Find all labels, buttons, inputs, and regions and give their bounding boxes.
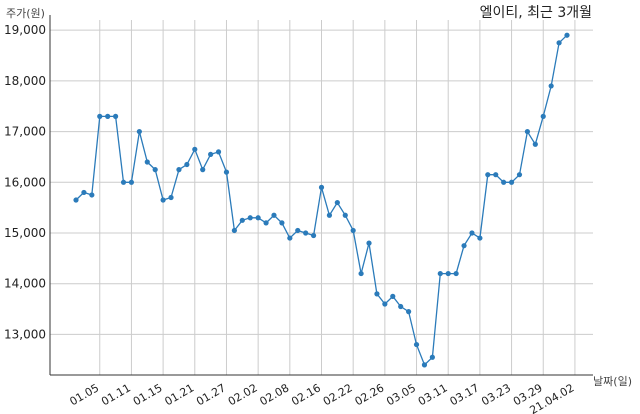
data-point — [406, 309, 412, 315]
data-point — [445, 270, 451, 277]
data-point — [223, 169, 230, 175]
data-point — [429, 354, 435, 360]
data-point — [128, 179, 135, 185]
x-tick-label: 03.11 — [416, 381, 450, 408]
data-point — [540, 113, 546, 119]
data-point — [136, 128, 142, 135]
x-axis-label: 날짜(일) — [593, 374, 632, 388]
x-tick-label: 02.22 — [321, 381, 355, 408]
data-point — [215, 149, 222, 155]
data-point — [516, 172, 523, 178]
data-point — [295, 227, 301, 234]
data-point — [342, 212, 348, 218]
x-tick-label: 03.05 — [384, 381, 418, 408]
data-point — [366, 240, 372, 246]
data-point — [477, 235, 483, 241]
x-tick-label: 03.17 — [448, 381, 482, 408]
data-point — [350, 227, 356, 234]
y-tick-label: 15,000 — [4, 226, 46, 240]
data-point — [303, 230, 309, 236]
data-point — [184, 161, 190, 168]
data-point — [176, 167, 182, 173]
data-point — [263, 220, 269, 226]
data-point — [231, 227, 237, 234]
x-tick-label: 02.16 — [289, 381, 323, 408]
data-point — [532, 141, 538, 147]
data-point — [287, 235, 293, 241]
x-tick-label: 01.05 — [67, 381, 101, 408]
data-point — [73, 197, 79, 203]
data-point — [461, 243, 467, 249]
data-point — [382, 301, 388, 307]
data-point — [524, 128, 531, 135]
data-point — [548, 83, 554, 89]
data-point — [255, 215, 261, 221]
data-point — [208, 151, 214, 157]
data-point — [334, 199, 340, 206]
y-tick-label: 18,000 — [4, 74, 46, 88]
data-point — [326, 212, 333, 218]
data-point — [374, 291, 380, 297]
data-points — [73, 32, 570, 368]
data-point — [501, 179, 507, 185]
x-tick-label: 01.11 — [99, 381, 133, 408]
data-point — [144, 159, 150, 165]
data-point — [421, 362, 428, 368]
data-point — [358, 270, 364, 277]
data-point — [112, 113, 119, 119]
data-point — [437, 270, 443, 277]
data-point — [279, 220, 285, 226]
y-tick-label: 14,000 — [4, 277, 46, 291]
data-point — [152, 167, 158, 173]
data-point — [89, 192, 95, 198]
data-point — [556, 40, 562, 46]
data-point — [192, 146, 198, 152]
data-point — [239, 217, 245, 223]
x-tick-label: 02.26 — [353, 381, 387, 408]
data-point — [81, 189, 87, 196]
data-point — [168, 194, 174, 201]
data-point — [493, 172, 499, 178]
data-point — [105, 113, 111, 119]
y-tick-label: 17,000 — [4, 125, 46, 139]
data-point — [508, 179, 515, 185]
y-tick-labels: 13,000 14,000 15,000 16,000 17,000 18,000 19,0… — [4, 23, 46, 341]
x-tick-label: 03.23 — [479, 381, 513, 408]
x-tick-label: 02.02 — [226, 381, 260, 408]
y-axis-label: 주가(원) — [6, 7, 45, 20]
chart-title: 엘이티, 최근 3개월 — [480, 5, 592, 21]
grid — [50, 20, 593, 375]
y-tick-label: 16,000 — [4, 175, 46, 189]
y-tick-label: 13,000 — [4, 327, 46, 341]
x-tick-label: 01.15 — [131, 381, 165, 408]
data-point — [564, 32, 570, 38]
data-point — [160, 197, 166, 203]
data-point — [310, 232, 317, 239]
data-point — [247, 215, 253, 221]
data-point — [398, 303, 404, 310]
data-point — [413, 341, 420, 348]
data-point — [469, 230, 475, 236]
data-point — [271, 212, 277, 218]
data-point — [120, 179, 127, 185]
data-point — [200, 167, 206, 173]
data-point — [390, 293, 396, 299]
data-point — [318, 184, 325, 190]
data-point — [485, 172, 491, 178]
axes — [49, 15, 593, 376]
x-tick-label: 01.21 — [163, 381, 197, 408]
x-tick-label: 02.08 — [258, 381, 292, 408]
data-point — [453, 270, 459, 277]
x-tick-label: 01.27 — [194, 381, 228, 408]
data-point — [97, 113, 103, 119]
x-tick-labels: 01.0501.1101.1501.2101.2702.0202.0802.16… — [67, 381, 576, 414]
y-tick-label: 19,000 — [4, 23, 46, 37]
